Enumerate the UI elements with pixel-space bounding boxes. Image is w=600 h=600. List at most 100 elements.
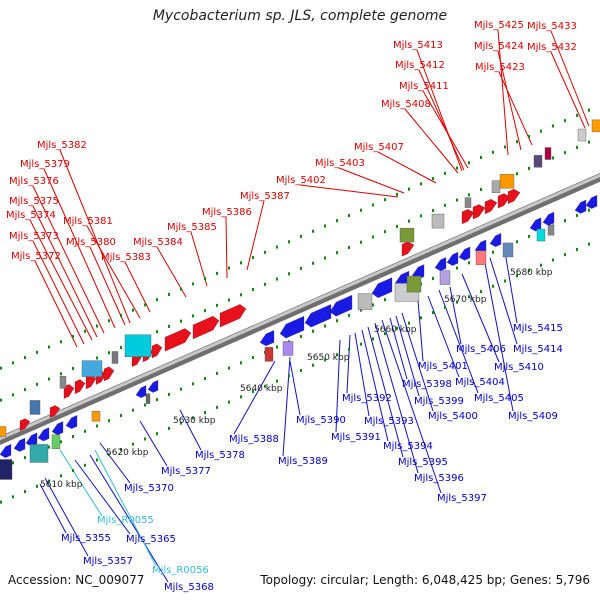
tick-mark [528,166,530,170]
tick-mark [252,288,254,292]
gene-label: Mjls_5382 [37,140,87,151]
tick-mark [84,329,86,333]
gene-label: Mjls_5399 [414,396,464,407]
tick-mark [588,208,590,212]
tick-mark [576,113,578,117]
tick-mark [444,171,446,175]
tick-mark [72,367,74,371]
tick-mark [528,234,530,238]
tick-mark [108,453,110,457]
tick-mark [192,314,194,318]
gene-label: Mjls_5415 [513,323,563,334]
tick-mark [276,245,278,249]
gene-arrow [574,199,587,214]
gene-label: Mjls_5407 [354,142,404,153]
gene-box [544,147,552,160]
gene-label: Mjls_5388 [229,434,279,445]
leader-line [550,51,586,129]
tick-mark [516,240,518,244]
tick-mark [564,119,566,123]
tick-mark [468,295,470,299]
gene-label: Mjls_5384 [133,237,183,248]
tick-mark [348,347,350,351]
tick-mark [24,490,26,494]
tick-mark [156,330,158,334]
tick-mark [564,151,566,155]
tick-mark [228,400,230,404]
gene-box [29,400,41,415]
rna-label: Mjls_R0056 [152,565,209,576]
tick-mark [48,377,50,381]
gene-label: Mjls_5385 [167,222,217,233]
gene-arrow [147,380,159,393]
tick-mark [552,124,554,128]
gene-label: Mjls_5381 [63,216,113,227]
tick-mark [384,332,386,336]
tick-mark [324,256,326,260]
tick-mark [120,447,122,451]
ruler: 5610 kbp 5620 kbp 5630 kbp 5640 kbp 5650… [40,268,553,490]
leader-line [89,246,126,326]
tick-mark [468,161,470,165]
gene-arrow [542,211,555,226]
tick-mark [540,129,542,133]
tick-mark [192,416,194,420]
gene-box [81,360,103,377]
diagram-title: Mycobacterium sp. JLS, complete genome [152,8,448,24]
tick-mark [288,272,290,276]
gene-box [475,250,487,265]
gene-label: Mjls_5383 [101,252,151,263]
gene-box [464,197,472,208]
gene-label: Mjls_5401 [418,361,468,372]
tick-mark [288,240,290,244]
tick-mark [180,387,182,391]
tick-mark [456,300,458,304]
gene-box [536,228,546,242]
tick-mark [564,253,566,257]
gene-label: Mjls_5397 [437,493,487,504]
leader-line [504,251,518,324]
leader-line [346,334,351,394]
tick-mark [156,298,158,302]
tick-mark [168,324,170,328]
tick-mark [24,356,26,360]
ruler-label: 5660 kbp [374,325,417,335]
tick-mark [516,172,518,176]
leader-line [395,315,420,397]
gene-box [406,275,422,293]
leader-line [335,339,341,433]
genome-summary: Topology: circular; Length: 6,048,425 bp… [260,573,590,587]
leader-line [94,449,157,567]
leader-line [34,260,78,348]
tick-mark [276,379,278,383]
tick-mark [324,224,326,228]
tick-mark [108,319,110,323]
gene-label: Mjls_5372 [11,251,61,262]
tick-mark [60,340,62,344]
gene-label: Mjls_5389 [278,456,328,467]
tick-mark [300,335,302,338]
tick-mark [576,145,578,149]
leader-line [39,483,67,534]
gene-label: Mjls_5395 [398,457,448,468]
leader-line [89,454,169,583]
tick-mark [468,261,470,265]
gene-box [124,334,152,357]
gene-box [533,155,543,168]
gene-label: Mjls_5425 [474,20,524,31]
tick-mark [300,369,302,372]
ruler-label: 5630 kbp [173,416,216,426]
tick-mark [276,345,278,349]
tick-mark [204,411,206,415]
gene-box [145,393,151,404]
tick-mark [576,213,578,217]
tick-mark [0,398,2,402]
leader-line [427,295,460,378]
gene-label: Mjls_5408 [381,99,431,110]
ruler-label: 5640 kbp [240,384,283,394]
gene-arrow [219,304,247,328]
tick-mark [216,271,218,275]
gene-label: Mjls_5400 [428,411,478,422]
tick-mark [24,456,26,460]
